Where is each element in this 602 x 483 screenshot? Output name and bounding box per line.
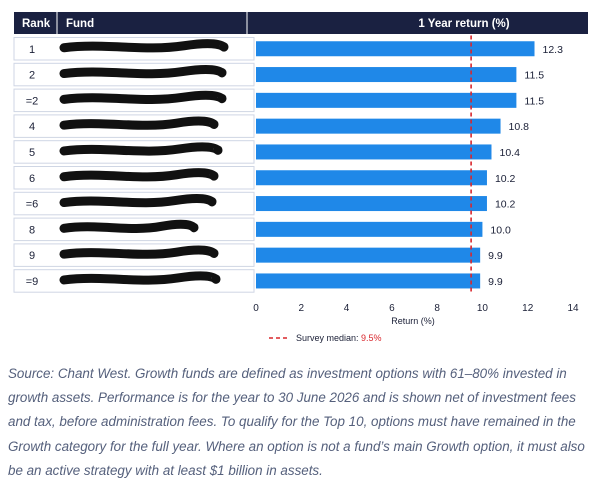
- bar: [256, 196, 487, 212]
- bar-value-label: 10.8: [509, 121, 530, 133]
- bar-value-label: 12.3: [543, 44, 564, 56]
- x-tick-label: 14: [567, 303, 579, 314]
- x-axis-label: Return (%): [391, 316, 435, 326]
- bar-value-label: 10.4: [499, 147, 520, 159]
- fund-name-redaction: [59, 219, 199, 233]
- header-rank-label: Rank: [22, 18, 51, 30]
- bar: [256, 247, 481, 263]
- fund-name-redaction: [59, 116, 219, 130]
- x-tick-label: 12: [522, 303, 534, 314]
- x-tick-label: 0: [253, 303, 259, 314]
- fund-name-redaction: [59, 39, 229, 53]
- x-tick-label: 2: [299, 303, 305, 314]
- rank-label: 8: [29, 224, 35, 236]
- x-axis: 0 2 4 6 8 10 12 14: [253, 303, 579, 314]
- rank-label: 6: [29, 173, 35, 185]
- fund-name-redaction: [59, 193, 217, 208]
- x-tick-label: 4: [344, 303, 350, 314]
- legend: Survey median: 9.5%: [269, 333, 382, 343]
- bar-value-label: 11.5: [524, 95, 544, 107]
- x-tick-label: 10: [477, 303, 489, 314]
- rank-label: =6: [26, 199, 39, 211]
- header-bar: [14, 12, 588, 34]
- bar-value-label: 11.5: [524, 70, 544, 82]
- bar: [256, 170, 487, 186]
- bars: 12.3 11.5 11.5 10.8 10.4 10.2 10.2 10.0 9.9 9.9: [256, 35, 564, 295]
- bar-value-label: 10.2: [495, 199, 516, 211]
- rank-label: 2: [29, 70, 35, 82]
- source-caption: Source: Chant West. Growth funds are def…: [8, 366, 585, 478]
- bar: [256, 92, 517, 108]
- rank-label: 1: [29, 44, 35, 56]
- rows: 1 2 =2 4 5 6 =6 8 9 =9: [13, 37, 255, 293]
- bar: [256, 221, 483, 237]
- rank-label: 4: [29, 121, 35, 133]
- rank-label: =2: [26, 95, 39, 107]
- fund-name-redaction: [59, 90, 227, 104]
- legend-median-value: 9.5%: [361, 333, 382, 343]
- chart-title: 1 Year return (%): [418, 18, 509, 30]
- legend-median-label: Survey median:: [296, 333, 361, 343]
- bar-value-label: 9.9: [488, 276, 503, 288]
- fund-name-redaction: [59, 271, 221, 285]
- bar: [256, 118, 501, 134]
- fund-name-redaction: [59, 168, 219, 182]
- header-fund-label: Fund: [66, 18, 94, 30]
- fund-name-redaction: [59, 64, 227, 79]
- x-tick-label: 6: [389, 303, 395, 314]
- rank-label: 5: [29, 147, 35, 159]
- bar-value-label: 10.0: [490, 224, 511, 236]
- bar-value-label: 9.9: [488, 250, 503, 262]
- x-tick-label: 8: [434, 303, 440, 314]
- bar: [256, 41, 535, 57]
- bar: [256, 273, 481, 289]
- fund-name-redaction: [59, 142, 223, 156]
- rank-label: =9: [26, 276, 39, 288]
- bar-value-label: 10.2: [495, 173, 516, 185]
- rank-label: 9: [29, 250, 35, 262]
- legend-median-text: Survey median: 9.5%: [296, 333, 382, 343]
- bar: [256, 144, 492, 160]
- bar: [256, 67, 517, 83]
- fund-name-redaction: [59, 245, 219, 259]
- chart: Rank Fund 1 Year return (%) 12=2456=689=…: [13, 12, 588, 343]
